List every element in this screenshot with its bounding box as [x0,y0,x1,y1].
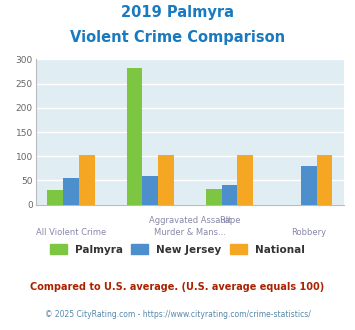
Text: Robbery: Robbery [291,228,326,237]
Legend: Palmyra, New Jersey, National: Palmyra, New Jersey, National [50,245,305,255]
Bar [63,179,79,205]
Bar [79,155,95,205]
Bar [206,189,222,205]
Text: 2019 Palmyra: 2019 Palmyra [121,5,234,20]
Bar [237,155,253,205]
Bar [47,190,63,205]
Bar [301,166,317,205]
Bar [317,155,333,205]
Text: All Violent Crime: All Violent Crime [36,228,106,237]
Bar [158,155,174,205]
Text: Aggravated Assault: Aggravated Assault [149,216,231,225]
Text: Murder & Mans...: Murder & Mans... [154,228,226,237]
Bar [222,185,237,205]
Text: Violent Crime Comparison: Violent Crime Comparison [70,30,285,45]
Text: © 2025 CityRating.com - https://www.cityrating.com/crime-statistics/: © 2025 CityRating.com - https://www.city… [45,310,310,319]
Bar [142,176,158,205]
Bar [127,68,142,205]
Text: Rape: Rape [219,216,240,225]
Text: Compared to U.S. average. (U.S. average equals 100): Compared to U.S. average. (U.S. average … [31,282,324,292]
